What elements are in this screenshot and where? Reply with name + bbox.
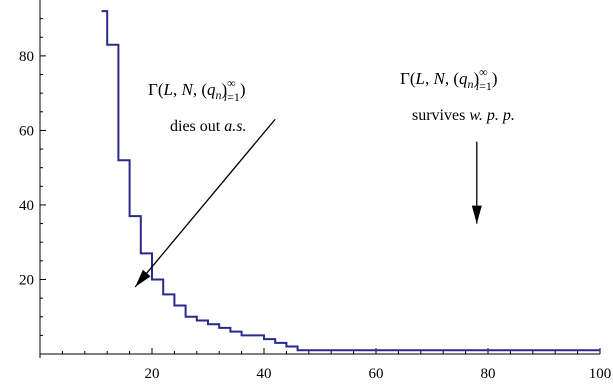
annotation-dies-out-label: dies out a.s.	[170, 118, 246, 135]
axes	[39, 0, 600, 358]
annotation-arrowhead-dies-out	[135, 269, 151, 287]
y-tick-label: 40	[19, 198, 34, 214]
tick-labels: 20 40 60 80 100 20 40 60 80	[19, 49, 611, 382]
annotation-dies-out: Γ(L, N, (qn)∞ i=1) dies out a.s.	[148, 76, 246, 135]
y-tick-label: 20	[19, 272, 34, 288]
y-tick-label: 60	[19, 123, 34, 139]
annotation-arrow-dies-out	[134, 118, 276, 288]
x-tick-label: 20	[145, 366, 160, 382]
annotation-arrowhead-survives	[471, 205, 482, 224]
x-tick-label: 40	[257, 366, 272, 382]
ticks	[40, 18, 601, 354]
x-tick-label: 80	[481, 366, 496, 382]
annotation-survives-label: survives w. p. p.	[412, 107, 515, 124]
series	[101, 10, 600, 352]
x-tick-label: 60	[369, 366, 384, 382]
annotation-survives-formula: Γ(L, N, (qn)∞ i=1)	[400, 65, 498, 93]
annotation-survives: Γ(L, N, (qn)∞ i=1) survives w. p. p.	[400, 65, 515, 124]
y-tick-label: 80	[19, 49, 34, 65]
annotation-dies-out-formula: Γ(L, N, (qn)∞ i=1)	[148, 76, 246, 104]
arrows	[134, 118, 482, 288]
series-line	[101, 10, 600, 352]
x-tick-label: 100	[589, 366, 612, 382]
